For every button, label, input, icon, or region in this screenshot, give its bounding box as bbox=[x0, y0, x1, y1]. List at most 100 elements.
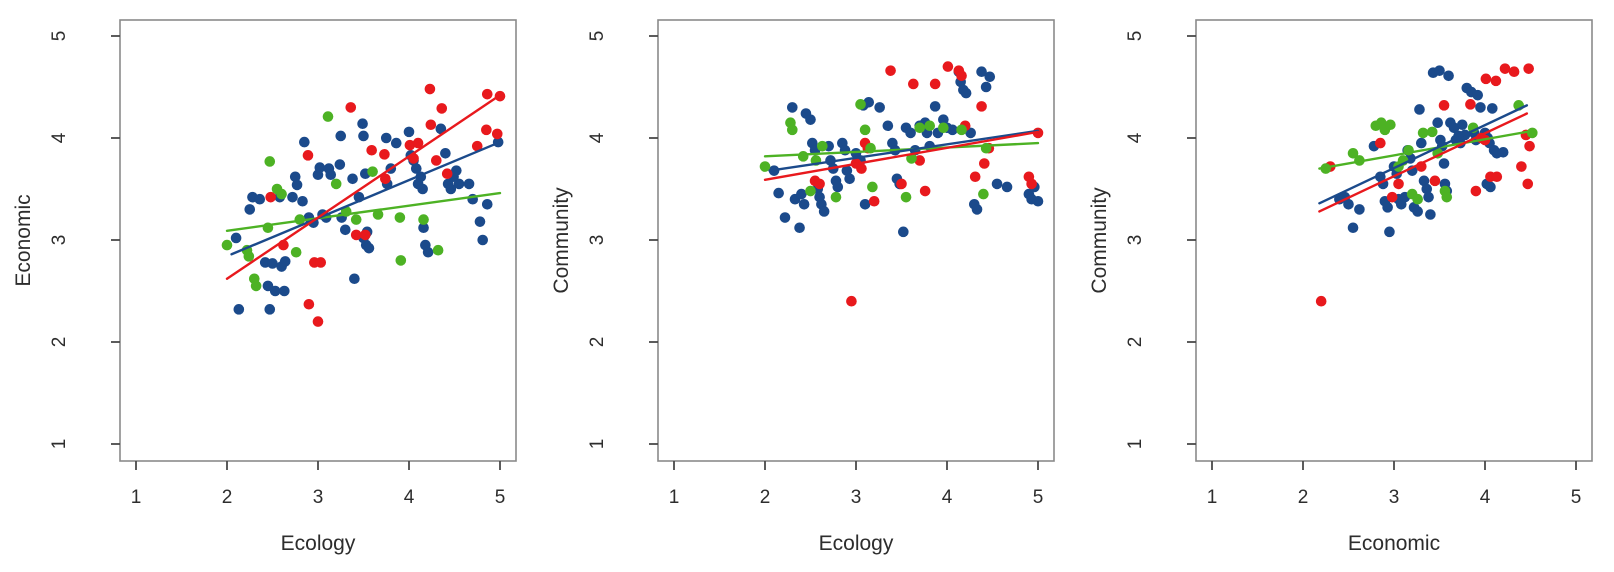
y-axis-title: Economic bbox=[12, 194, 35, 286]
data-point-green-group bbox=[1417, 127, 1429, 139]
data-point-red-group bbox=[1026, 178, 1037, 190]
data-point-blue-group bbox=[905, 127, 916, 139]
data-point-green-group bbox=[859, 124, 871, 136]
data-point-green-group bbox=[432, 244, 444, 256]
data-point-green-group bbox=[817, 140, 828, 152]
data-point-red-group bbox=[1499, 63, 1511, 74]
data-point-blue-group bbox=[1001, 181, 1013, 193]
data-point-green-group bbox=[372, 209, 384, 220]
x-axis: 1 2 3 4 5 Ecology bbox=[669, 461, 1044, 555]
trend-line-green-group bbox=[1318, 129, 1534, 170]
y-tick-label: 2 bbox=[49, 337, 70, 348]
scatter-panel-community-vs-economic: 1 2 3 4 5 Economic 1 2 3 4 5 Community bbox=[1076, 0, 1614, 572]
data-point-green-group bbox=[322, 111, 334, 122]
data-point-red-group bbox=[914, 155, 925, 166]
data-point-blue-group bbox=[297, 195, 308, 207]
data-point-red-group bbox=[350, 229, 362, 241]
data-point-blue-group bbox=[818, 206, 830, 217]
y-tick-label: 1 bbox=[1125, 439, 1146, 450]
scatter-panel-economic-vs-ecology: 1 2 3 4 5 Ecology 1 2 3 4 5 Economic bbox=[0, 0, 538, 572]
data-point-blue-group bbox=[938, 114, 949, 125]
x-tick-label: 3 bbox=[851, 487, 862, 508]
data-point-red-group bbox=[1315, 295, 1327, 307]
data-point-blue-group bbox=[1456, 119, 1468, 131]
data-point-red-group bbox=[315, 257, 327, 268]
data-point-green-group bbox=[797, 151, 809, 162]
data-point-blue-group bbox=[390, 137, 402, 149]
x-axis-title: Ecology bbox=[281, 532, 356, 555]
data-point-blue-group bbox=[418, 222, 429, 234]
data-point-blue-group bbox=[882, 120, 894, 132]
y-tick-label: 2 bbox=[1125, 337, 1146, 348]
data-point-green-group bbox=[867, 181, 878, 193]
x-axis: 1 2 3 4 5 Ecology bbox=[131, 461, 505, 555]
scatter-plot-svg-economic-vs-ecology: 1 2 3 4 5 Ecology 1 2 3 4 5 Economic bbox=[12, 19, 517, 555]
data-point-blue-group bbox=[1438, 158, 1450, 169]
data-point-blue-group bbox=[357, 118, 368, 130]
data-point-green-group bbox=[243, 251, 255, 262]
x-tick-label: 4 bbox=[404, 487, 415, 508]
data-point-blue-group bbox=[340, 224, 351, 236]
data-point-green-group bbox=[1412, 193, 1423, 205]
data-point-blue-group bbox=[474, 216, 486, 227]
x-tick-label: 2 bbox=[760, 487, 771, 508]
data-point-red-group bbox=[1508, 66, 1520, 77]
x-tick-label: 5 bbox=[1033, 487, 1044, 508]
data-point-blue-group bbox=[1343, 199, 1354, 210]
data-point-blue-group bbox=[984, 71, 996, 83]
data-point-red-group bbox=[908, 78, 919, 90]
data-point-blue-group bbox=[779, 212, 791, 223]
scatter-plot-svg-community-vs-ecology: 1 2 3 4 5 Ecology 1 2 3 4 5 Community bbox=[550, 19, 1055, 555]
data-point-blue-group bbox=[325, 169, 337, 181]
plot-box bbox=[657, 19, 1055, 462]
data-point-blue-group bbox=[929, 101, 941, 112]
data-point-blue-group bbox=[334, 159, 346, 170]
data-point-green-group bbox=[1527, 127, 1538, 139]
trend-line-red-group bbox=[1318, 112, 1529, 213]
data-point-blue-group bbox=[481, 199, 493, 210]
x-tick-label: 1 bbox=[669, 487, 680, 508]
y-tick-label: 5 bbox=[587, 31, 608, 42]
data-point-blue-group bbox=[417, 183, 428, 195]
data-point-green-group bbox=[418, 214, 429, 225]
data-point-red-group bbox=[366, 144, 377, 156]
points-red-group bbox=[265, 83, 506, 327]
y-tick-label: 2 bbox=[587, 337, 608, 348]
data-point-blue-group bbox=[1347, 222, 1359, 234]
data-point-green-group bbox=[787, 124, 798, 136]
data-point-blue-group bbox=[403, 126, 415, 138]
data-point-blue-group bbox=[1384, 226, 1395, 238]
x-tick-label: 3 bbox=[1389, 487, 1400, 508]
data-point-red-group bbox=[929, 78, 941, 90]
data-point-red-group bbox=[424, 83, 436, 95]
data-point-blue-group bbox=[314, 162, 326, 173]
points-blue-group bbox=[230, 118, 504, 315]
y-axis-title: Community bbox=[1088, 187, 1111, 294]
data-point-green-group bbox=[805, 185, 816, 197]
data-point-blue-group bbox=[477, 234, 489, 246]
data-point-blue-group bbox=[363, 242, 375, 254]
y-axis: 1 2 3 4 5 Community bbox=[550, 31, 658, 449]
data-point-blue-group bbox=[445, 183, 457, 195]
data-point-blue-group bbox=[410, 163, 422, 174]
data-point-blue-group bbox=[230, 232, 242, 244]
data-point-red-group bbox=[471, 140, 483, 152]
data-point-blue-group bbox=[1486, 103, 1498, 114]
data-point-blue-group bbox=[347, 173, 358, 185]
data-point-blue-group bbox=[1418, 175, 1430, 187]
data-point-red-group bbox=[1523, 63, 1534, 74]
data-point-red-group bbox=[379, 149, 390, 160]
data-point-red-group bbox=[942, 61, 954, 72]
x-axis-title: Economic bbox=[1348, 532, 1440, 555]
data-point-red-group bbox=[885, 65, 896, 76]
y-tick-label: 3 bbox=[587, 235, 608, 246]
data-point-green-group bbox=[350, 214, 362, 225]
y-tick-label: 3 bbox=[1125, 235, 1146, 246]
data-point-blue-group bbox=[773, 187, 784, 199]
data-point-blue-group bbox=[1412, 206, 1423, 217]
data-point-blue-group bbox=[267, 258, 278, 269]
data-point-red-group bbox=[312, 316, 324, 327]
data-point-green-group bbox=[394, 212, 406, 223]
data-point-blue-group bbox=[291, 179, 303, 191]
